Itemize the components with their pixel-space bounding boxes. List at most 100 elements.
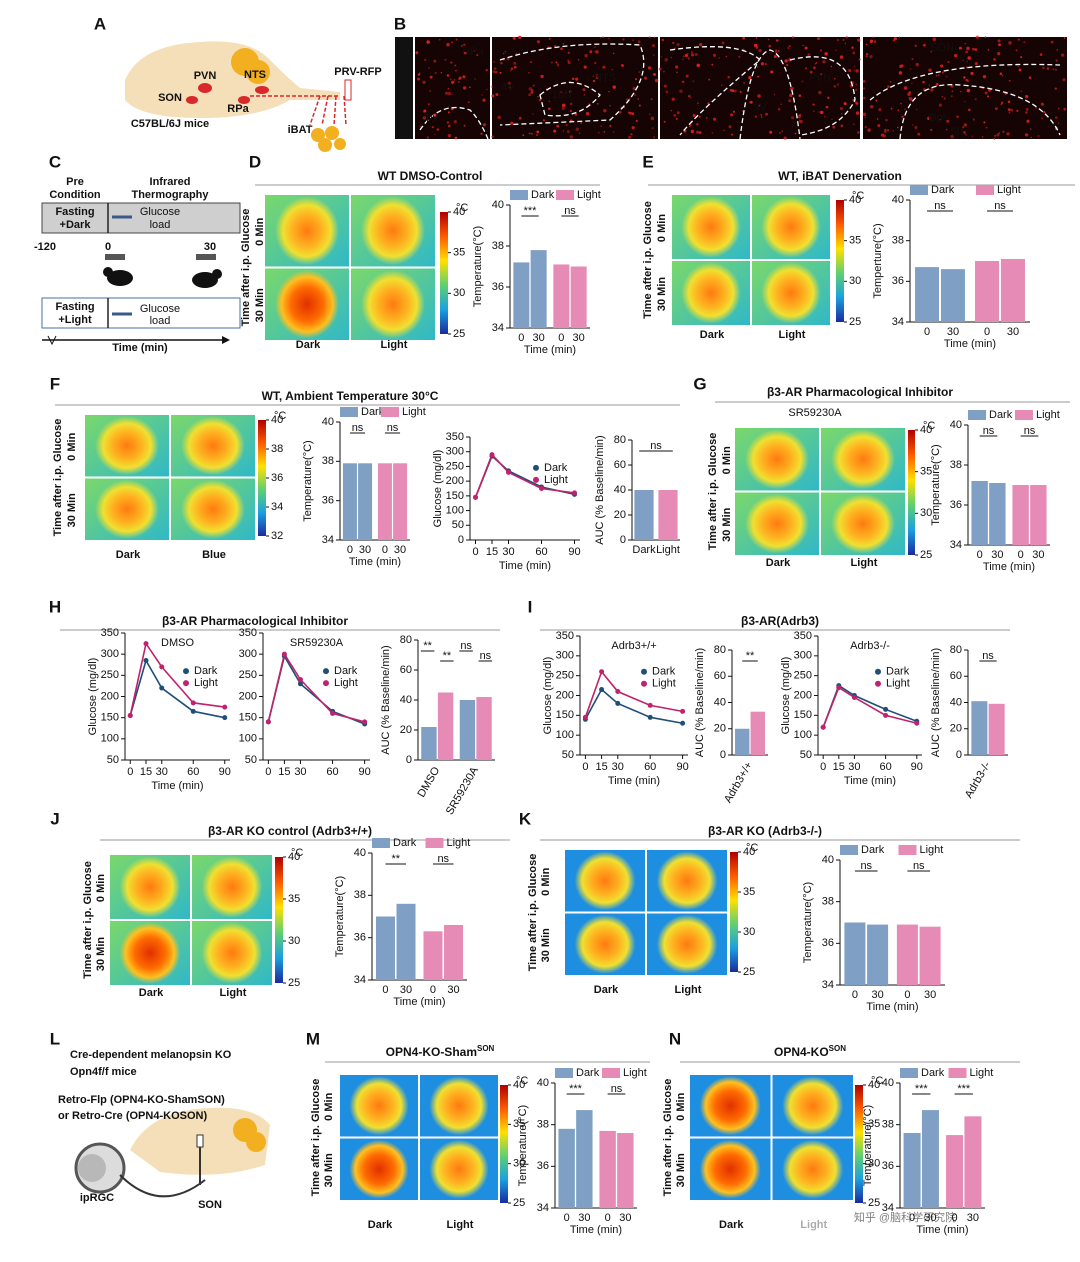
light-box — [41, 297, 241, 329]
cell-dot — [738, 55, 741, 58]
y-tick-label: 40 — [822, 854, 834, 866]
bar — [750, 711, 765, 755]
significance: ** — [391, 853, 400, 865]
cell-dot — [1056, 49, 1059, 51]
y-tick-label: 34 — [354, 974, 366, 986]
label: PVN — [809, 72, 832, 84]
cell-dot — [561, 106, 565, 111]
legend-marker — [323, 680, 329, 687]
panel-title: OPN4-KO-ShamSON — [386, 1044, 495, 1059]
x-tick-label: 30 — [1007, 326, 1019, 338]
cell-dot — [518, 35, 522, 39]
label: Cre-dependent melanopsin KO — [70, 1049, 232, 1061]
nucleus — [255, 86, 269, 94]
panel-title: β3-AR Pharmacological Inhibitor — [767, 385, 953, 399]
cell-dot — [875, 99, 878, 102]
cell-dot — [671, 97, 675, 101]
colorbar-tick-label: 40 — [513, 1079, 525, 1091]
cell-dot — [634, 78, 638, 81]
cell-dot — [1015, 49, 1018, 52]
y-tick-label: 36 — [882, 1160, 894, 1172]
cell-dot — [1020, 56, 1023, 59]
cell-dot — [827, 96, 830, 99]
cell-dot — [865, 55, 868, 58]
cell-dot — [571, 77, 575, 80]
cell-dot — [864, 125, 867, 129]
cell-dot — [887, 129, 889, 132]
cell-dot — [632, 86, 636, 91]
y-tick-label: 40 — [354, 847, 366, 859]
cell-dot — [609, 105, 611, 107]
cell-dot — [1052, 68, 1055, 71]
cell-dot — [555, 61, 558, 64]
title-text: WT, iBAT Denervation — [778, 169, 902, 183]
y-tick-label: 38 — [492, 240, 504, 252]
x-axis-label: Time (min) — [866, 1001, 918, 1013]
micrograph — [415, 37, 490, 139]
y-tick-label: 20 — [714, 723, 726, 735]
cell-dot — [672, 41, 675, 44]
cell-dot — [877, 124, 881, 127]
cell-dot — [494, 70, 498, 74]
row-caption: Time after i.p. Glucose — [707, 433, 719, 551]
data-point — [647, 714, 653, 720]
cell-dot — [734, 89, 737, 93]
cell-dot — [760, 116, 763, 118]
projection — [250, 95, 347, 126]
y-tick-label: 50 — [245, 754, 257, 766]
colorbar-tick-label: 35 — [849, 235, 861, 247]
significance: *** — [915, 1083, 929, 1095]
cell-dot — [966, 46, 970, 51]
cell-dot — [696, 130, 700, 134]
row-label: 0 Min — [540, 867, 552, 895]
column-label: Dark — [700, 329, 725, 341]
cell-dot — [462, 75, 466, 79]
significance: ns — [387, 422, 399, 434]
y-axis-label: AUC (% Baseline/min) — [930, 648, 942, 757]
cell-dot — [757, 75, 760, 78]
cell-dot — [883, 134, 887, 138]
cell-dot — [1008, 111, 1011, 114]
y-tick-label: 250 — [239, 669, 257, 681]
colorbar-tick-label: 25 — [849, 316, 861, 328]
cell-dot — [474, 78, 476, 80]
cell-dot — [748, 76, 752, 80]
cell-dot — [1020, 90, 1023, 93]
x-tick-label: 30 — [447, 984, 459, 996]
thermal-body — [699, 1076, 761, 1136]
y-tick-label: 100 — [794, 729, 812, 741]
cell-dot — [915, 108, 918, 111]
panel-title: β3-AR KO control (Adrb3+/+) — [208, 824, 372, 838]
cell-dot — [898, 36, 901, 38]
cell-dot — [867, 128, 871, 132]
panel-letter: E — [642, 152, 653, 171]
cell-dot — [915, 62, 919, 67]
y-tick-label: 0 — [620, 534, 626, 546]
bar — [1000, 258, 1025, 322]
cell-dot — [1054, 87, 1057, 90]
x-tick-label: 0 — [382, 984, 388, 996]
y-tick-label: 150 — [239, 712, 257, 724]
cell-dot — [663, 70, 665, 73]
cell-dot — [922, 80, 925, 84]
cell-dot — [637, 98, 639, 100]
cell-dot — [629, 97, 631, 99]
cell-dot — [676, 111, 680, 115]
bar — [735, 728, 750, 755]
cell-dot — [997, 51, 1001, 56]
cell-dot — [696, 123, 699, 126]
cell-dot — [945, 75, 948, 78]
y-tick-label: 38 — [322, 455, 334, 467]
cell-dot — [507, 81, 511, 85]
cell-dot — [665, 90, 669, 94]
cell-dot — [567, 61, 571, 65]
thermal-body — [349, 1139, 409, 1199]
cell-dot — [651, 43, 656, 48]
cell-dot — [757, 94, 761, 98]
subtitle: SR59230A — [788, 407, 842, 419]
colorbar-tick-label: 25 — [743, 966, 755, 978]
colorbar-tick-label: 36 — [271, 472, 283, 484]
x-tick-label: 30 — [359, 544, 371, 556]
data-point — [680, 708, 686, 714]
cell-dot — [451, 80, 455, 84]
